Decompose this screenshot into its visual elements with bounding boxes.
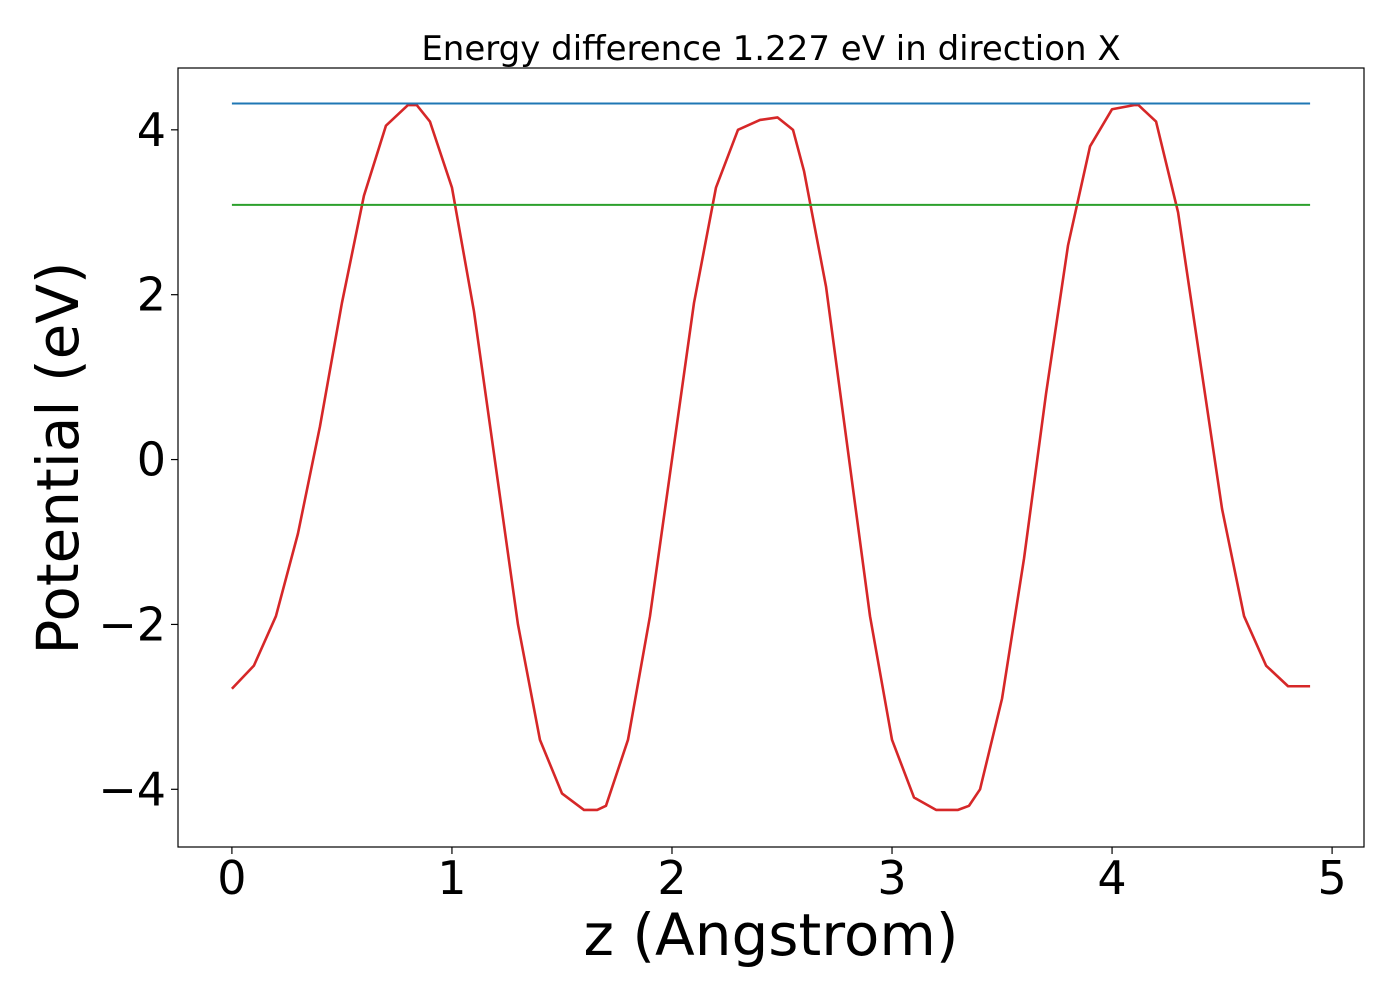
- axes-layer: 0 1 2 3 4 5 −4 −2 0 2 4: [98, 67, 1365, 905]
- y-tick-label: 2: [137, 268, 166, 322]
- y-axis-label: Potential (eV): [24, 261, 92, 654]
- x-tick-label: 1: [437, 851, 466, 905]
- y-tick-label: −4: [98, 762, 166, 816]
- x-tick-label: 4: [1097, 851, 1126, 905]
- series-layer: [230, 102, 1311, 812]
- y-tick-label: −2: [98, 597, 166, 651]
- y-tick-label: 4: [137, 103, 166, 157]
- x-axis-label: z (Angstrom): [584, 901, 959, 969]
- chart-title: Energy difference 1.227 eV in direction …: [421, 29, 1120, 69]
- x-tick-label: 3: [877, 851, 906, 905]
- x-tick-label: 5: [1317, 851, 1346, 905]
- x-tick-label: 0: [217, 851, 246, 905]
- y-tick-label: 0: [137, 433, 166, 487]
- x-tick-label: 2: [657, 851, 686, 905]
- series-line-0: [230, 103, 1311, 812]
- plot-frame: [177, 67, 1365, 848]
